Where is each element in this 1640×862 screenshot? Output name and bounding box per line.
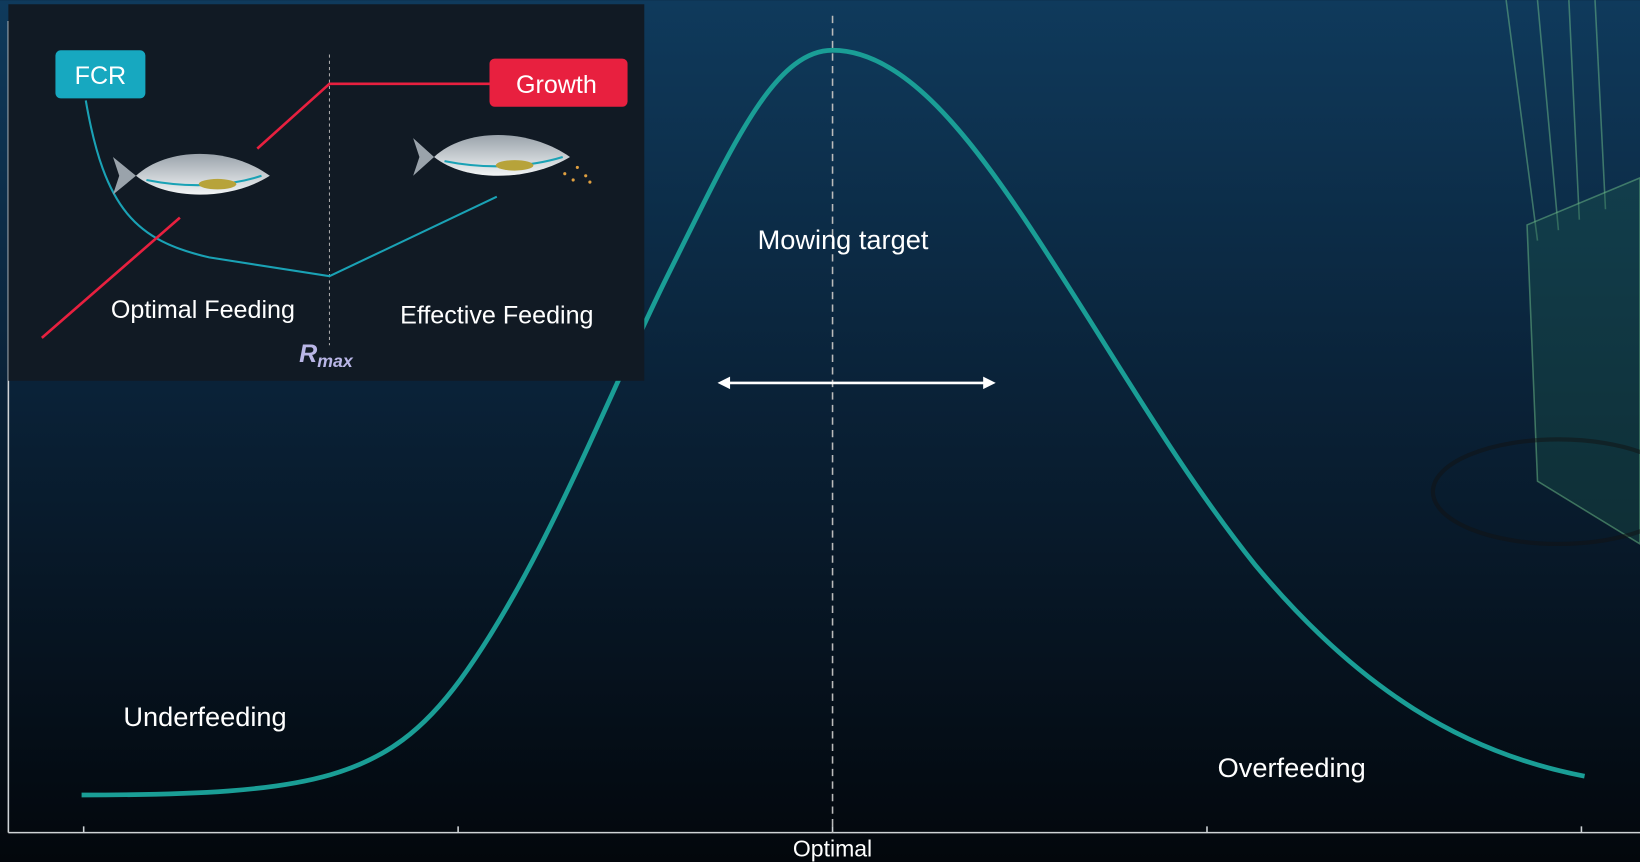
underfeeding-label: Underfeeding — [123, 701, 286, 732]
growth-label: Growth — [516, 71, 597, 99]
effective-feeding-label: Effective Feeding — [400, 301, 593, 329]
optimal-feeding-label: Optimal Feeding — [111, 296, 295, 324]
inset: FCR Growth Optimal Feeding Effective Fee… — [8, 4, 644, 381]
overfeeding-label: Overfeeding — [1218, 752, 1366, 783]
feeding-diagram: Mowing target Underfeeding Overfeeding O… — [0, 0, 1640, 862]
center-label: Mowing target — [758, 224, 929, 255]
rmax-symbol: R — [299, 340, 317, 368]
fcr-label: FCR — [75, 62, 127, 90]
x-axis-label: Optimal — [793, 836, 872, 862]
rmax-subscript: max — [317, 351, 354, 371]
